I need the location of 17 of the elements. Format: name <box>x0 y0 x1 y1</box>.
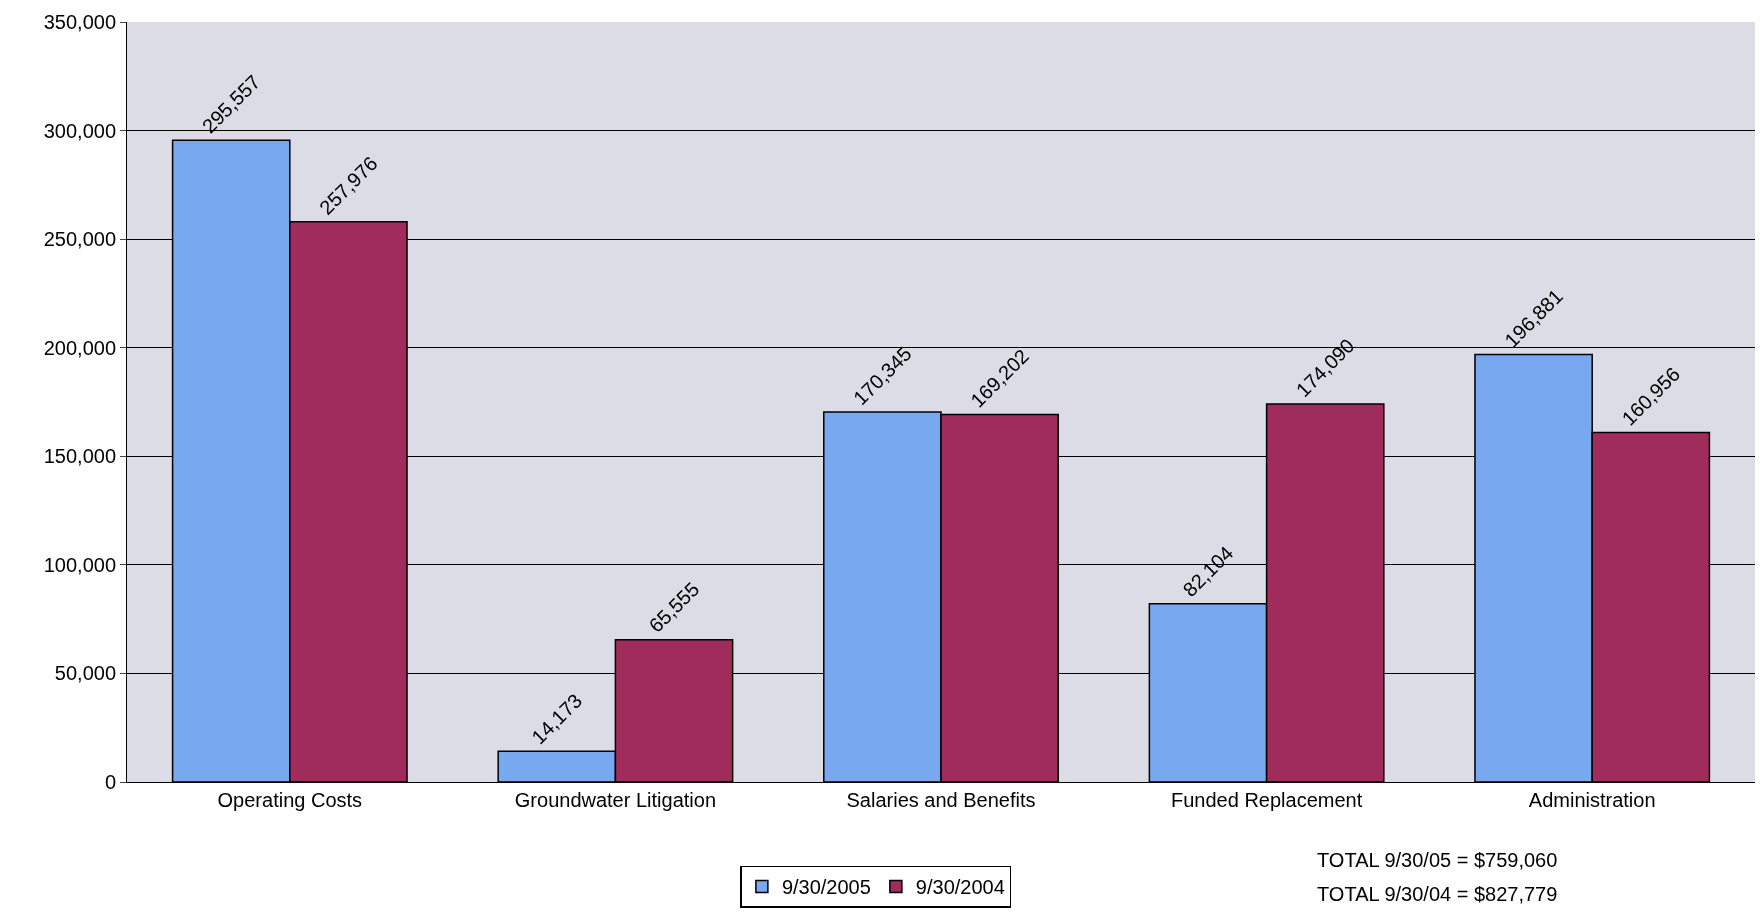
y-tick-label: 150,000 <box>43 445 116 468</box>
y-tick-label: 100,000 <box>43 553 116 576</box>
x-tick-label: Operating Costs <box>217 789 363 811</box>
y-tick-label: 350,000 <box>43 11 116 33</box>
x-tick-label: Groundwater Litigation <box>514 789 717 811</box>
y-tick-label: 50,000 <box>54 662 116 685</box>
y-tick-label: 250,000 <box>43 228 116 251</box>
x-tick-label: Salaries and Benefits <box>846 789 1036 811</box>
x-tick-label: Administration <box>1528 789 1656 811</box>
legend-label: 9/30/2004 <box>915 876 1005 899</box>
y-tick-label: 300,000 <box>43 119 116 142</box>
legend-label: 9/30/2005 <box>781 876 871 899</box>
y-tick-label: 0 <box>104 771 116 793</box>
y-tick-label: 200,000 <box>43 336 116 359</box>
x-tick-label: Funded Replacement <box>1170 789 1363 811</box>
text: TOTAL 9/30/05 = $759,060 <box>1317 849 1558 871</box>
text: TOTAL 9/30/04 = $827,779 <box>1317 883 1558 905</box>
